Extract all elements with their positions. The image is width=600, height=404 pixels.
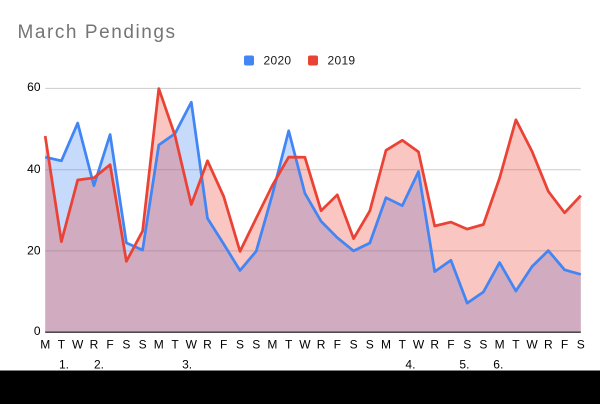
svg-text:W: W [72, 338, 84, 352]
svg-text:0: 0 [34, 324, 41, 338]
svg-text:S: S [236, 338, 244, 352]
svg-text:S: S [139, 338, 147, 352]
svg-text:5.: 5. [459, 357, 469, 371]
svg-text:S: S [479, 338, 487, 352]
svg-text:F: F [447, 338, 454, 352]
svg-text:R: R [203, 338, 212, 352]
svg-text:F: F [561, 338, 568, 352]
svg-text:M: M [154, 338, 164, 352]
svg-text:M: M [495, 338, 505, 352]
svg-text:R: R [430, 338, 439, 352]
svg-text:F: F [334, 338, 341, 352]
svg-text:2019: 2019 [328, 54, 356, 68]
svg-text:M: M [381, 338, 391, 352]
svg-text:M: M [267, 338, 277, 352]
svg-text:W: W [526, 338, 538, 352]
svg-text:R: R [90, 338, 99, 352]
svg-text:20: 20 [27, 244, 41, 258]
svg-text:R: R [317, 338, 326, 352]
svg-text:T: T [399, 338, 407, 352]
svg-text:T: T [512, 338, 520, 352]
svg-text:40: 40 [27, 162, 41, 176]
svg-text:S: S [366, 338, 374, 352]
svg-text:W: W [413, 338, 425, 352]
svg-text:60: 60 [27, 80, 41, 94]
svg-text:March Pendings: March Pendings [18, 22, 177, 43]
svg-text:T: T [285, 338, 293, 352]
svg-text:W: W [299, 338, 311, 352]
svg-text:F: F [106, 338, 113, 352]
svg-text:6.: 6. [493, 357, 503, 371]
svg-text:3.: 3. [182, 357, 192, 371]
svg-text:F: F [220, 338, 227, 352]
svg-text:S: S [350, 338, 358, 352]
svg-text:W: W [186, 338, 198, 352]
svg-text:4.: 4. [405, 357, 415, 371]
svg-text:T: T [58, 338, 66, 352]
svg-text:T: T [171, 338, 179, 352]
svg-text:S: S [252, 338, 260, 352]
svg-text:2.: 2. [94, 357, 104, 371]
svg-text:S: S [122, 338, 130, 352]
svg-text:1.: 1. [59, 357, 69, 371]
svg-text:2020: 2020 [264, 54, 292, 68]
svg-text:R: R [544, 338, 553, 352]
svg-text:S: S [577, 338, 585, 352]
svg-text:M: M [40, 338, 50, 352]
svg-text:S: S [463, 338, 471, 352]
